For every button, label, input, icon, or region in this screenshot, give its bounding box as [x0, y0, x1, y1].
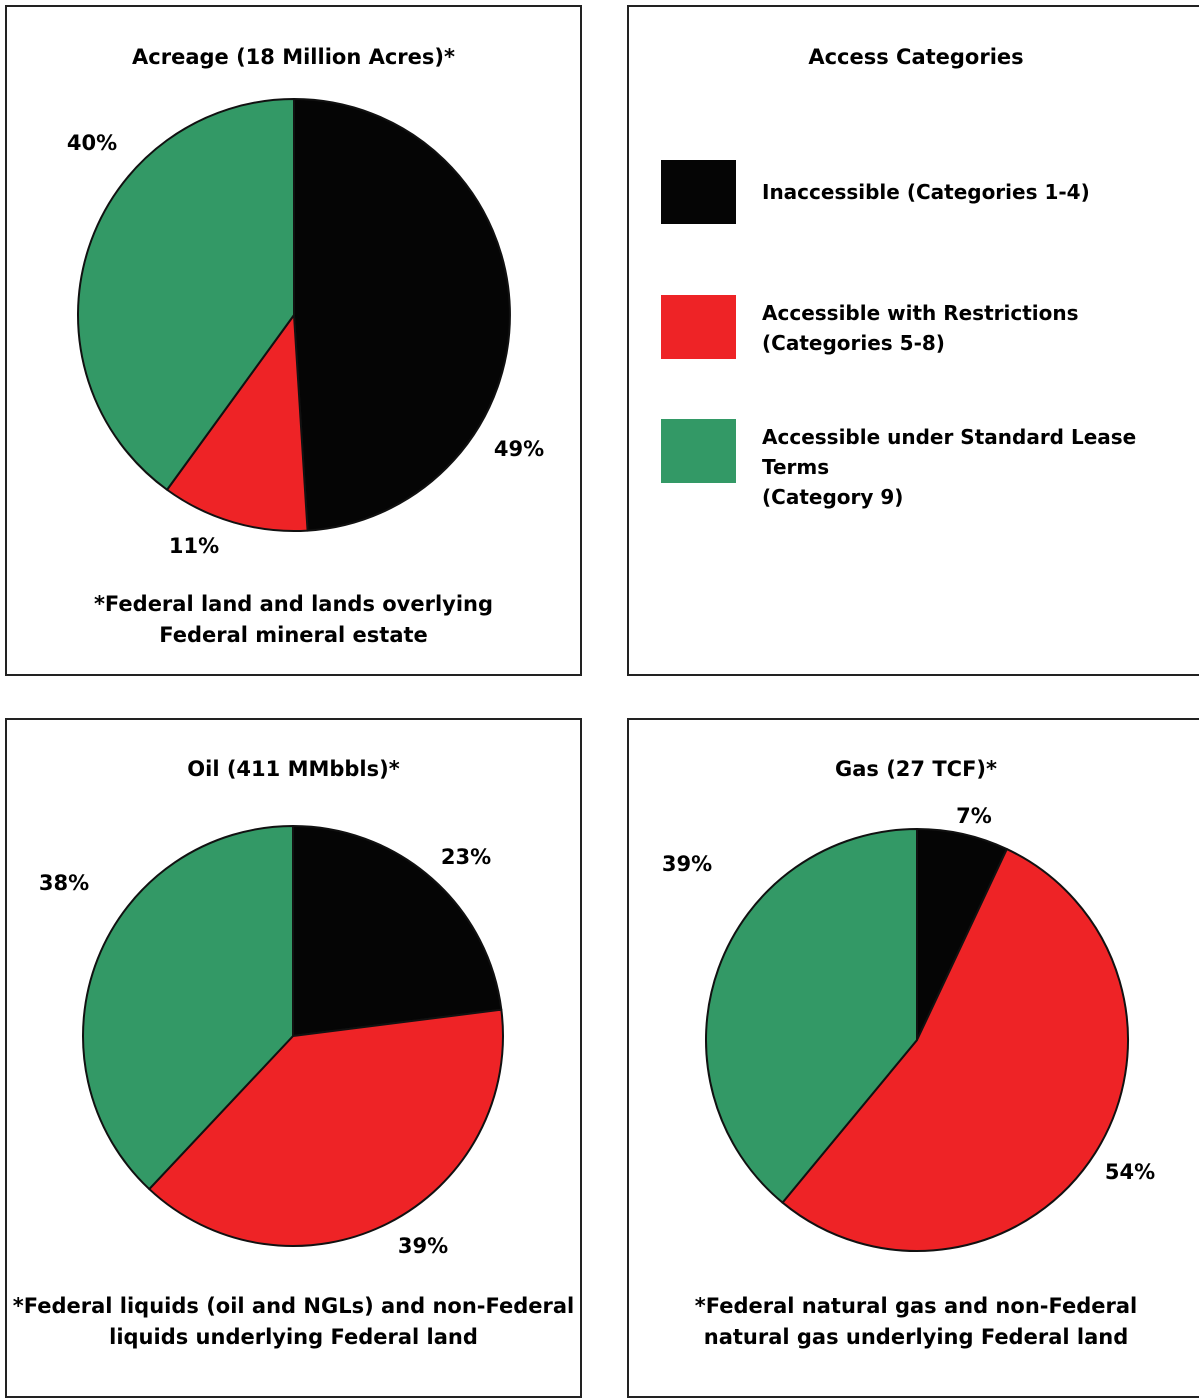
oil-slice-standard — [82, 825, 294, 1191]
legend-swatch-inaccessible — [661, 160, 736, 224]
oil-slice-restricted — [148, 1008, 504, 1247]
acreage-pie-chart: 49% 11% 40% — [67, 98, 544, 558]
gas-footnote: *Federal natural gas and non-Federal nat… — [629, 1291, 1199, 1353]
legend-title: Access Categories — [808, 45, 1024, 69]
gas-slice-standard — [705, 828, 918, 1204]
acreage-footnote: *Federal land and lands overlying Federa… — [7, 589, 580, 651]
gas-label-standard: 39% — [662, 852, 712, 876]
legend-panel: Access Categories Inaccessible (Categori… — [627, 5, 1199, 676]
oil-chart-panel: Oil (411 MMbbls)* 23% 39% 38% *Federal liq… — [5, 718, 582, 1398]
gas-chart-title: Gas (27 TCF)* — [834, 757, 997, 781]
gas-chart-panel: Gas (27 TCF)* 7% 54% 39% *Federal natural … — [627, 718, 1199, 1398]
gas-slice-restricted — [781, 848, 1129, 1252]
legend-swatch-restricted — [661, 295, 736, 359]
gas-label-inaccessible: 7% — [956, 804, 992, 828]
acreage-footnote-line-2: Federal mineral estate — [159, 623, 428, 647]
gas-footnote-line-1: *Federal natural gas and non-Federal — [694, 1294, 1138, 1318]
oil-footnote-line-1: *Federal liquids (oil and NGLs) and non-… — [12, 1294, 575, 1318]
acreage-footnote-line-1: *Federal land and lands overlying — [93, 592, 494, 616]
legend-swatch-standard — [661, 419, 736, 483]
acreage-label-inaccessible: 49% — [494, 437, 544, 461]
acreage-chart-panel: Acreage (18 Million Acres)* 49% 11% 40% *F… — [5, 5, 582, 676]
legend-label-inaccessible: Inaccessible (Categories 1-4) — [762, 180, 1090, 204]
gas-footnote-line-2: natural gas underlying Federal land — [703, 1325, 1129, 1349]
oil-label-restricted: 39% — [398, 1234, 448, 1258]
legend-label-restricted: Accessible with Restrictions (Categories… — [762, 301, 1079, 355]
gas-label-restricted: 54% — [1105, 1160, 1155, 1184]
acreage-slice-restricted — [166, 314, 309, 532]
oil-footnote-line-2: liquids underlying Federal land — [109, 1325, 478, 1349]
oil-slice-inaccessible — [292, 825, 503, 1037]
acreage-label-standard: 40% — [67, 131, 117, 155]
acreage-slice-standard — [77, 98, 295, 491]
oil-label-inaccessible: 23% — [441, 845, 491, 869]
gas-pie-chart: 7% 54% 39% — [662, 804, 1155, 1252]
acreage-label-restricted: 11% — [169, 534, 219, 558]
oil-pie-chart: 23% 39% 38% — [39, 825, 504, 1258]
oil-label-standard: 38% — [39, 871, 89, 895]
acreage-slice-inaccessible — [293, 98, 511, 532]
oil-footnote: *Federal liquids (oil and NGLs) and non-… — [7, 1291, 580, 1353]
acreage-chart-title: Acreage (18 Million Acres)* — [132, 45, 455, 69]
legend-label-standard: Accessible under Standard Lease Terms (C… — [762, 425, 1137, 509]
oil-chart-title: Oil (411 MMbbls)* — [187, 757, 400, 781]
